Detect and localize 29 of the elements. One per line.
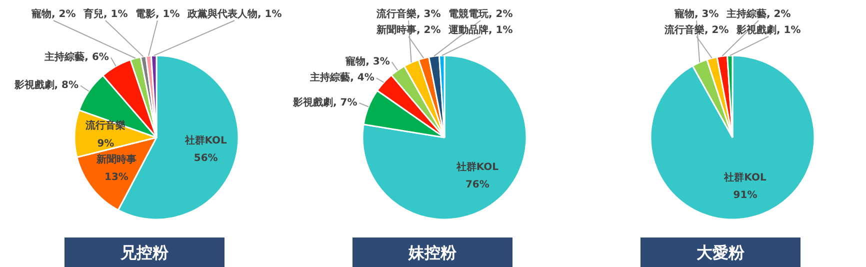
slice-label: 新聞時事, 2%	[376, 24, 441, 36]
slice-label: 主持綜藝, 6%	[44, 51, 109, 64]
data-label: 56%	[194, 153, 218, 164]
slice-label: 運動品牌, 1%	[448, 24, 513, 36]
slice-label: 電影, 1%	[136, 8, 180, 20]
slice-label: 主持綜藝, 2%	[726, 8, 791, 20]
data-label: 13%	[104, 172, 128, 184]
slice-label: 新聞時事	[95, 154, 136, 166]
slice-label: 電競電玩, 2%	[448, 8, 513, 20]
text: 妹控粉	[408, 243, 458, 262]
slice-label: 社群KOL	[184, 134, 228, 146]
slice-label: 社群KOL	[723, 171, 767, 184]
slice-label: 寵物, 3%	[346, 56, 390, 68]
slice-label: 寵物, 2%	[32, 8, 76, 20]
data-label: 76%	[465, 180, 490, 191]
slice-label: 影視戲劇, 7%	[292, 96, 358, 108]
data-label: 9%	[97, 138, 114, 150]
slice-label: 流行音樂, 2%	[664, 24, 729, 36]
text: 兄控粉	[120, 243, 170, 262]
slice-label: 育兒, 1%	[82, 8, 128, 20]
slice-label: 流行音樂, 3%	[376, 8, 441, 20]
slice-label: 影視戲劇, 8%	[13, 79, 79, 92]
slice-label: 影視戲劇, 1%	[736, 24, 801, 36]
slice-label: 社群KOL	[455, 160, 500, 173]
data-label: 91%	[733, 190, 758, 202]
slice-label: 政黨與代表人物, 1%	[186, 8, 282, 20]
slice-label: 主持綜藝, 4%	[309, 72, 374, 84]
slice-label: 寵物, 3%	[674, 8, 719, 20]
text: 大愛粉	[696, 243, 746, 262]
